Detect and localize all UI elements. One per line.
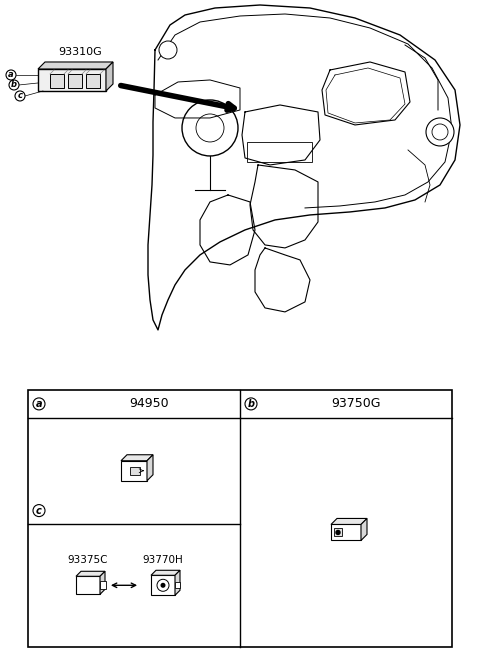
Text: a: a <box>8 71 14 79</box>
Bar <box>247 142 312 162</box>
Circle shape <box>336 531 340 534</box>
Polygon shape <box>38 62 113 69</box>
Circle shape <box>432 124 448 140</box>
Polygon shape <box>76 571 105 576</box>
Bar <box>130 467 140 475</box>
Bar <box>68 74 82 88</box>
Polygon shape <box>106 62 113 91</box>
Circle shape <box>196 114 224 142</box>
Bar <box>331 525 361 540</box>
Circle shape <box>157 579 169 591</box>
Bar <box>151 575 175 595</box>
Text: b: b <box>248 399 254 409</box>
Bar <box>121 460 147 481</box>
Text: c: c <box>36 506 42 515</box>
Bar <box>50 74 64 88</box>
Circle shape <box>6 70 16 80</box>
Circle shape <box>9 80 19 90</box>
Text: 93375C: 93375C <box>68 555 108 565</box>
Circle shape <box>426 118 454 146</box>
Bar <box>100 581 106 590</box>
Text: b: b <box>11 81 17 90</box>
Polygon shape <box>100 571 105 594</box>
Circle shape <box>15 91 25 101</box>
Circle shape <box>161 584 165 587</box>
Text: c: c <box>17 92 23 100</box>
Bar <box>175 582 180 588</box>
Polygon shape <box>121 455 153 460</box>
Polygon shape <box>175 571 180 595</box>
Text: 93310G: 93310G <box>58 47 102 57</box>
Text: a: a <box>36 399 42 409</box>
Bar <box>86 74 100 88</box>
Text: 94950: 94950 <box>129 398 169 411</box>
Circle shape <box>33 398 45 410</box>
Bar <box>334 529 342 536</box>
Bar <box>28 390 452 647</box>
Polygon shape <box>361 519 367 540</box>
Text: 93750G: 93750G <box>331 398 381 411</box>
Polygon shape <box>151 571 180 575</box>
Bar <box>76 576 100 594</box>
Circle shape <box>245 398 257 410</box>
Circle shape <box>182 100 238 156</box>
Polygon shape <box>331 519 367 525</box>
Circle shape <box>159 41 177 59</box>
Circle shape <box>33 504 45 517</box>
Polygon shape <box>147 455 153 481</box>
Text: 93770H: 93770H <box>143 555 183 565</box>
Bar <box>38 69 106 91</box>
